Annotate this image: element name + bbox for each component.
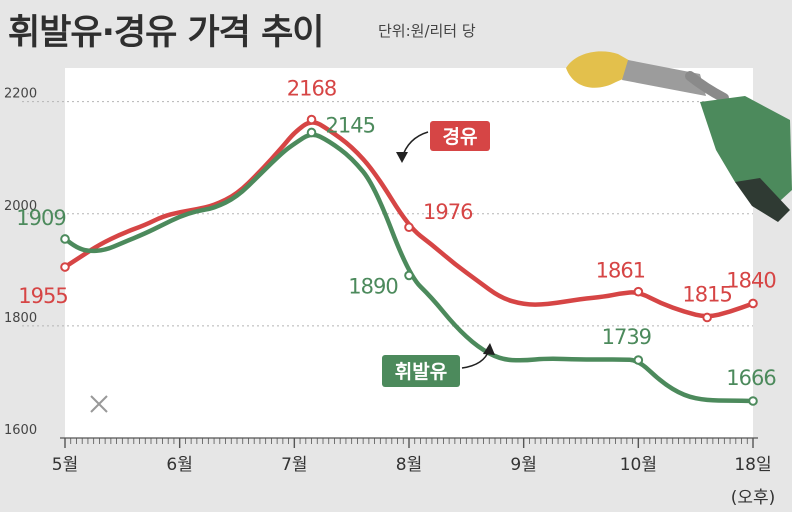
x-tick-label: 10월: [620, 455, 657, 475]
gasoline-point: [404, 270, 414, 281]
gasoline-data-label: 1890: [348, 274, 397, 298]
gasoline-point: [60, 234, 70, 244]
diesel-line: [62, 120, 756, 319]
diesel-data-label: 1815: [682, 282, 731, 306]
diesel-point: [702, 312, 712, 323]
diesel-data-label: 2168: [287, 77, 336, 101]
x-axis-ticks: 5월 6월 7월 8월 9월 10월 18일 (오후): [52, 455, 776, 508]
diesel-point: [60, 262, 70, 272]
arrow-head-icon: [396, 152, 408, 163]
gasoline-data-label: 1909: [16, 206, 65, 230]
legend-diesel-badge: [430, 121, 490, 151]
chart-title: 휘발유·경유 가격 추이: [8, 13, 324, 53]
arrow-head-icon: [483, 343, 495, 355]
x-tick-label: 18일: [734, 455, 771, 475]
gasoline-data-label: 1666: [726, 366, 776, 390]
diesel-point: [748, 298, 758, 309]
x-tick-label: 7월: [281, 455, 307, 475]
y-tick-label: 2200: [4, 87, 37, 102]
x-tick-label: 6월: [166, 455, 192, 475]
legend-gasoline-badge: [382, 355, 460, 387]
gasoline-point: [633, 355, 644, 365]
x-tick-label: 9월: [510, 455, 536, 475]
legend-gasoline: 휘발유: [382, 343, 495, 387]
diesel-data-label: 1861: [596, 259, 645, 283]
y-tick-label: 2000: [4, 199, 37, 214]
diesel-point: [306, 114, 317, 125]
diesel-point: [404, 222, 414, 233]
legend-diesel-label: 경유: [443, 126, 478, 148]
gasoline-data-label: 2145: [326, 113, 375, 137]
cross-mark-icon: [90, 395, 108, 413]
data-points: [60, 114, 758, 406]
gasoline-point: [306, 127, 317, 138]
y-tick-label: 1800: [4, 311, 37, 326]
x-tick-label: 8월: [396, 455, 422, 475]
unit-label: 단위:원/리터 당: [378, 22, 476, 40]
legend-gasoline-label: 휘발유: [395, 361, 447, 383]
gasoline-line: [62, 132, 756, 404]
x-axis: [60, 437, 758, 448]
diesel-data-label: 1840: [726, 268, 775, 292]
fuel-nozzle-icon: [566, 51, 792, 222]
y-axis-ticks: 1600 1800 2000 2200: [4, 87, 37, 438]
x-tick-sublabel: (오후): [731, 488, 776, 508]
y-tick-label: 1600: [4, 423, 37, 438]
x-tick-label: 5월: [52, 455, 78, 475]
gasoline-point: [748, 396, 758, 406]
series-lines: [62, 120, 756, 404]
diesel-data-label: 1976: [423, 200, 473, 224]
legend-diesel: 경유: [396, 121, 490, 163]
gasoline-data-label: 1739: [602, 325, 651, 349]
diesel-point: [633, 286, 644, 297]
diesel-data-label: 1955: [18, 284, 67, 308]
